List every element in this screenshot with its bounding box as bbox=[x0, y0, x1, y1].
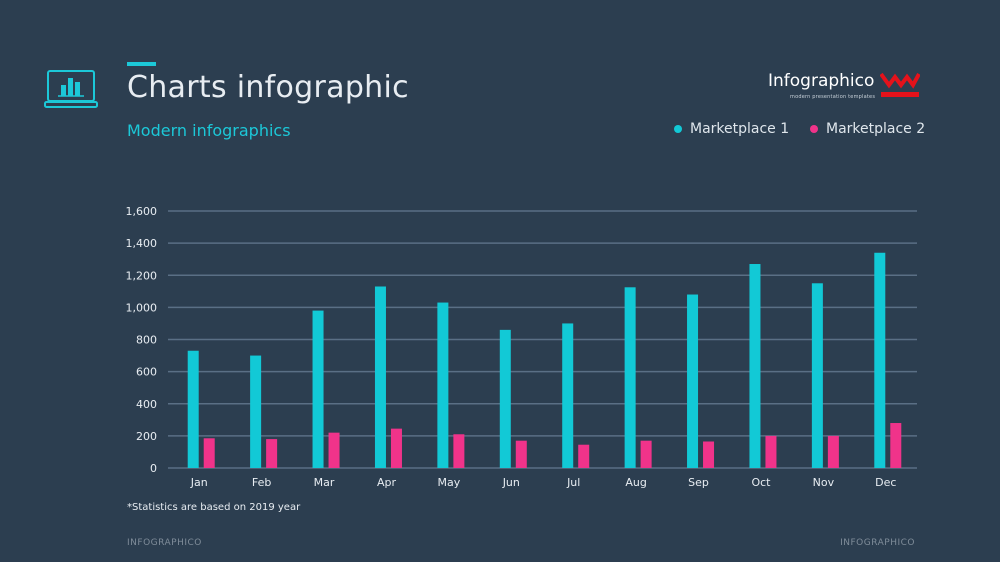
bar-marketplace-1 bbox=[874, 252, 886, 468]
infographico-logo bbox=[880, 72, 920, 97]
y-tick-label: 1,200 bbox=[126, 269, 158, 282]
y-tick-label: 0 bbox=[150, 462, 157, 475]
x-tick-label: Sep bbox=[688, 476, 709, 489]
legend-item-marketplace-1: Marketplace 1 bbox=[674, 121, 789, 137]
title-accent-bar bbox=[127, 62, 156, 66]
bar-marketplace-1 bbox=[624, 287, 636, 468]
legend-item-marketplace-2: Marketplace 2 bbox=[810, 121, 925, 137]
x-tick-label: Jan bbox=[190, 476, 208, 489]
laptop-chart-icon bbox=[44, 70, 98, 108]
bar-marketplace-1 bbox=[250, 355, 262, 468]
x-tick-label: Feb bbox=[252, 476, 271, 489]
legend-dot-icon bbox=[674, 125, 682, 133]
bar-marketplace-2 bbox=[515, 440, 527, 468]
bar-marketplace-1 bbox=[312, 310, 324, 468]
legend-label: Marketplace 2 bbox=[826, 121, 926, 137]
x-tick-label: Aug bbox=[625, 476, 646, 489]
bar-marketplace-2 bbox=[266, 439, 278, 468]
y-tick-label: 1,600 bbox=[126, 205, 158, 218]
bar-marketplace-2 bbox=[328, 432, 340, 468]
brand-tagline: modern presentation templates bbox=[790, 94, 876, 100]
x-tick-label: May bbox=[438, 476, 461, 489]
bar-marketplace-2 bbox=[640, 440, 652, 468]
bar-marketplace-1 bbox=[749, 264, 761, 468]
bar-marketplace-1 bbox=[374, 286, 386, 468]
x-tick-label: Dec bbox=[875, 476, 896, 489]
bar-marketplace-2 bbox=[453, 434, 465, 468]
y-tick-label: 400 bbox=[136, 398, 157, 411]
y-tick-label: 200 bbox=[136, 430, 157, 443]
x-tick-label: Jul bbox=[566, 476, 580, 489]
footer-brand-left: INFOGRAPHICO bbox=[127, 538, 202, 548]
legend-dot-icon bbox=[810, 125, 818, 133]
bar-marketplace-1 bbox=[499, 329, 511, 468]
bar-marketplace-2 bbox=[890, 423, 902, 468]
x-tick-label: Nov bbox=[813, 476, 835, 489]
y-tick-label: 600 bbox=[136, 366, 157, 379]
bar-marketplace-1 bbox=[811, 283, 823, 468]
bar-marketplace-2 bbox=[390, 428, 402, 468]
y-tick-label: 800 bbox=[136, 334, 157, 347]
x-tick-label: Oct bbox=[751, 476, 771, 489]
footer-brand-right: INFOGRAPHICO bbox=[840, 538, 915, 548]
brand: Infographico modern presentation templat… bbox=[768, 70, 875, 100]
bar-marketplace-1 bbox=[562, 323, 574, 468]
x-tick-label: Apr bbox=[377, 476, 397, 489]
bar-marketplace-2 bbox=[203, 438, 215, 468]
bar-marketplace-2 bbox=[703, 441, 715, 468]
bar-marketplace-1 bbox=[687, 294, 699, 468]
legend-label: Marketplace 1 bbox=[690, 121, 790, 137]
y-tick-label: 1,400 bbox=[126, 237, 158, 250]
x-tick-label: Jun bbox=[502, 476, 520, 489]
footnote: *Statistics are based on 2019 year bbox=[127, 502, 301, 513]
bar-marketplace-2 bbox=[765, 435, 777, 468]
bar-marketplace-2 bbox=[827, 435, 839, 468]
y-tick-label: 1,000 bbox=[126, 301, 158, 314]
bar-marketplace-1 bbox=[187, 350, 199, 468]
x-tick-label: Mar bbox=[314, 476, 335, 489]
bar-marketplace-2 bbox=[578, 444, 590, 468]
chart-legend: Marketplace 1 Marketplace 2 bbox=[674, 121, 925, 141]
brand-name: Infographico bbox=[768, 71, 875, 91]
bar-marketplace-1 bbox=[437, 302, 449, 468]
page-title: Charts infographic bbox=[127, 70, 409, 105]
page-subtitle: Modern infographics bbox=[127, 121, 291, 140]
